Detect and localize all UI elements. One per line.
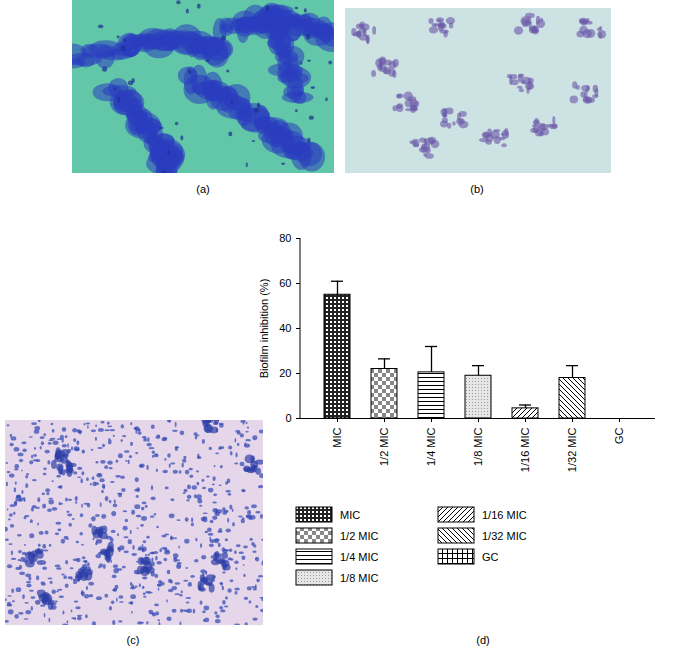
- svg-text:1/8 MIC: 1/8 MIC: [340, 572, 379, 584]
- svg-text:Biofilm inhibition (%): Biofilm inhibition (%): [258, 279, 270, 379]
- svg-text:1/32 MIC: 1/32 MIC: [566, 427, 578, 472]
- svg-text:1/4 MIC: 1/4 MIC: [425, 427, 437, 466]
- svg-text:1/8 MIC: 1/8 MIC: [472, 427, 484, 466]
- svg-text:1/2 MIC: 1/2 MIC: [378, 427, 390, 466]
- svg-text:MIC: MIC: [340, 509, 360, 521]
- svg-text:GC: GC: [482, 551, 499, 563]
- svg-text:1/4 MIC: 1/4 MIC: [340, 551, 379, 563]
- svg-text:MIC: MIC: [331, 427, 343, 447]
- svg-text:1/2 MIC: 1/2 MIC: [340, 530, 379, 542]
- svg-text:20: 20: [279, 367, 291, 379]
- html-text:(c): (c): [126, 634, 140, 646]
- svg-text:80: 80: [279, 232, 291, 244]
- svg-text:60: 60: [279, 277, 291, 289]
- svg-text:1/16 MIC: 1/16 MIC: [519, 427, 531, 472]
- html-text:(b): (b): [470, 183, 484, 195]
- svg-text:GC: GC: [613, 427, 625, 444]
- svg-text:40: 40: [279, 322, 291, 334]
- svg-text:1/16 MIC: 1/16 MIC: [482, 509, 527, 521]
- html-text:(d): (d): [476, 634, 490, 646]
- svg-text:1/32 MIC: 1/32 MIC: [482, 530, 527, 542]
- svg-text:0: 0: [285, 412, 291, 424]
- html-text:(a): (a): [196, 183, 210, 195]
